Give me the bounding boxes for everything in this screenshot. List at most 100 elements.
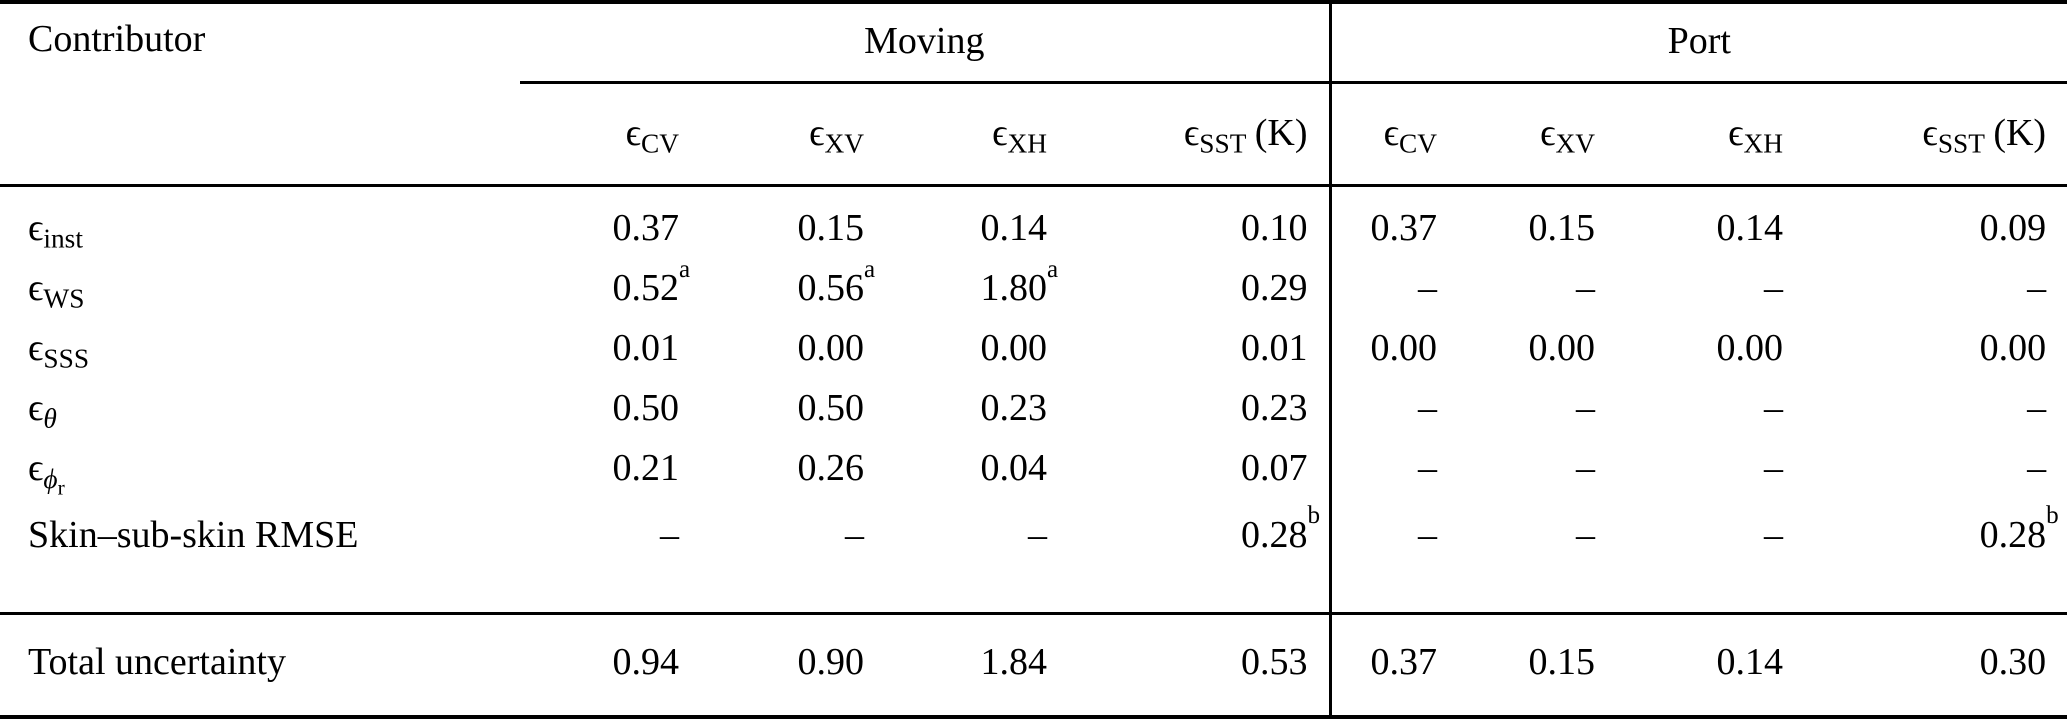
value-cell: 0.30 bbox=[1804, 612, 2067, 717]
value-cell: 0.50 bbox=[612, 387, 680, 430]
value-cell: 0.00 bbox=[1528, 327, 1596, 370]
value-cell: 0.23 bbox=[980, 387, 1048, 430]
subscript-label: SST bbox=[1199, 128, 1247, 159]
subscript-label: inst bbox=[43, 223, 83, 254]
table-header: Contributor Moving Port ϵCV ϵXV ϵXH ϵSST… bbox=[0, 2, 2067, 187]
col-header-moving-exh: ϵXH bbox=[885, 82, 1068, 187]
subscript-label: XV bbox=[1555, 128, 1596, 159]
contributor-header: Contributor bbox=[0, 2, 520, 187]
value-cell: 1.80 a bbox=[980, 255, 1059, 310]
subscript-label: WS bbox=[43, 284, 85, 315]
subscript-label: ϕr bbox=[43, 463, 65, 500]
subscript-label: XV bbox=[824, 128, 864, 159]
value-cell: 0.26 bbox=[797, 447, 865, 490]
epsilon-symbol: ϵ bbox=[809, 111, 825, 154]
subscript-label: θ bbox=[43, 403, 57, 434]
value-cell: 0.00 bbox=[1716, 327, 1784, 370]
subscript-label: CV bbox=[640, 128, 679, 159]
value-cell: – bbox=[1576, 387, 1596, 430]
epsilon-symbol: ϵ bbox=[28, 327, 44, 370]
table-row: ϵθ 0.50 0.50 0.23 0.23– – – – bbox=[0, 379, 2067, 440]
value-cell: 0.37 bbox=[1328, 185, 1459, 260]
value-cell: – bbox=[1576, 513, 1596, 556]
value-cell: 0.14 bbox=[980, 206, 1048, 249]
value-cell: 0.00 bbox=[980, 327, 1048, 370]
epsilon-symbol: ϵ bbox=[1383, 111, 1400, 154]
row-label: ϵϕr bbox=[0, 439, 520, 499]
row-label: ϵSSS bbox=[0, 319, 520, 379]
unit-label: (K) bbox=[1993, 111, 2047, 154]
value-cell: 0.00 bbox=[1328, 319, 1459, 380]
value-cell: – bbox=[2027, 387, 2047, 430]
table-body: ϵinst 0.37 0.15 0.14 0.10 0.37 0.15 0.14 0.09 ϵWS… bbox=[0, 185, 2067, 717]
value-cell: 0.15 bbox=[1458, 612, 1617, 717]
value-cell: 0.37 bbox=[612, 206, 680, 249]
value-cell: – bbox=[1764, 447, 1784, 490]
row-label: ϵθ bbox=[0, 379, 520, 439]
value-cell: 0.14 bbox=[1716, 206, 1784, 249]
value-cell: – bbox=[845, 513, 864, 556]
value-cell: 1.84 bbox=[885, 612, 1068, 717]
value-cell: 0.04 bbox=[980, 447, 1048, 490]
epsilon-symbol: ϵ bbox=[28, 267, 44, 310]
value-cell: – bbox=[2027, 447, 2047, 490]
value-cell: 0.28 b bbox=[1241, 502, 1321, 556]
value-cell: – bbox=[1764, 267, 1784, 310]
group-header-row: Contributor Moving Port bbox=[0, 2, 2067, 187]
epsilon-symbol: ϵ bbox=[1540, 111, 1556, 154]
subscript-label: CV bbox=[1399, 128, 1438, 159]
value-cell: 0.53 bbox=[1068, 612, 1331, 717]
subscript-label: SST bbox=[1937, 128, 1985, 159]
value-cell: 0.52 a bbox=[612, 255, 691, 310]
col-header-port-ecv: ϵCV bbox=[1328, 82, 1459, 187]
value-cell: – bbox=[1764, 513, 1784, 556]
value-cell: 0.07 bbox=[1241, 447, 1308, 490]
value-cell: – bbox=[1028, 513, 1047, 556]
value-cell: 0.01 bbox=[1241, 327, 1308, 370]
value-cell: – bbox=[2027, 267, 2047, 310]
value-cell: 0.15 bbox=[1528, 206, 1596, 249]
table-row: Skin–sub-skin RMSE – – –0.28 b – – –0.28 b bbox=[0, 499, 2067, 614]
footnote-marker: a bbox=[679, 255, 691, 283]
col-header-port-exh: ϵXH bbox=[1616, 82, 1805, 187]
value-cell: 0.50 bbox=[797, 387, 865, 430]
value-cell: 0.14 bbox=[1616, 612, 1805, 717]
row-label: Skin–sub-skin RMSE bbox=[28, 513, 359, 556]
epsilon-symbol: ϵ bbox=[1922, 111, 1938, 154]
value-cell: 0.00 bbox=[1979, 327, 2047, 370]
row-label: ϵinst bbox=[0, 185, 520, 259]
table-row: ϵWS 0.52 a 0.56 a 1.80 a 0.29– – – – bbox=[0, 255, 2067, 320]
value-cell: – bbox=[1328, 499, 1459, 614]
epsilon-symbol: ϵ bbox=[28, 447, 44, 490]
row-label: ϵWS bbox=[0, 259, 520, 319]
epsilon-symbol: ϵ bbox=[28, 206, 44, 249]
value-cell: – bbox=[1576, 267, 1596, 310]
value-cell: – bbox=[1576, 447, 1596, 490]
footnote-marker: a bbox=[1047, 255, 1059, 283]
unit-label: (K) bbox=[1254, 111, 1308, 154]
footnote-marker: b bbox=[2046, 502, 2059, 530]
epsilon-symbol: ϵ bbox=[1728, 111, 1744, 154]
value-cell: – bbox=[1328, 439, 1459, 499]
value-cell: 0.01 bbox=[612, 327, 680, 370]
footnote-marker: b bbox=[1307, 502, 1321, 530]
value-cell: 0.37 bbox=[1328, 612, 1459, 717]
value-cell: 0.56 a bbox=[797, 255, 876, 310]
epsilon-symbol: ϵ bbox=[1183, 111, 1200, 154]
epsilon-symbol: ϵ bbox=[625, 111, 641, 154]
value-cell: 0.28 b bbox=[1979, 502, 2059, 556]
value-cell: 0.21 bbox=[612, 447, 680, 490]
group-header-port: Port bbox=[1328, 2, 2067, 84]
subscript-label: XH bbox=[1743, 128, 1784, 159]
col-header-port-exv: ϵXV bbox=[1458, 82, 1617, 187]
table-row: ϵϕr 0.21 0.26 0.04 0.07– – – – bbox=[0, 439, 2067, 499]
value-cell: 0.10 bbox=[1241, 206, 1308, 249]
value-cell: 0.90 bbox=[700, 612, 885, 717]
value-cell: – bbox=[660, 513, 679, 556]
col-header-moving-ecv: ϵCV bbox=[520, 82, 700, 187]
col-header-moving-exv: ϵXV bbox=[700, 82, 885, 187]
epsilon-symbol: ϵ bbox=[992, 111, 1008, 154]
table-row: ϵinst 0.37 0.15 0.14 0.10 0.37 0.15 0.14 0.09 bbox=[0, 185, 2067, 260]
total-row: Total uncertainty 0.94 0.90 1.84 0.53 0.37 0.1… bbox=[0, 612, 2067, 717]
